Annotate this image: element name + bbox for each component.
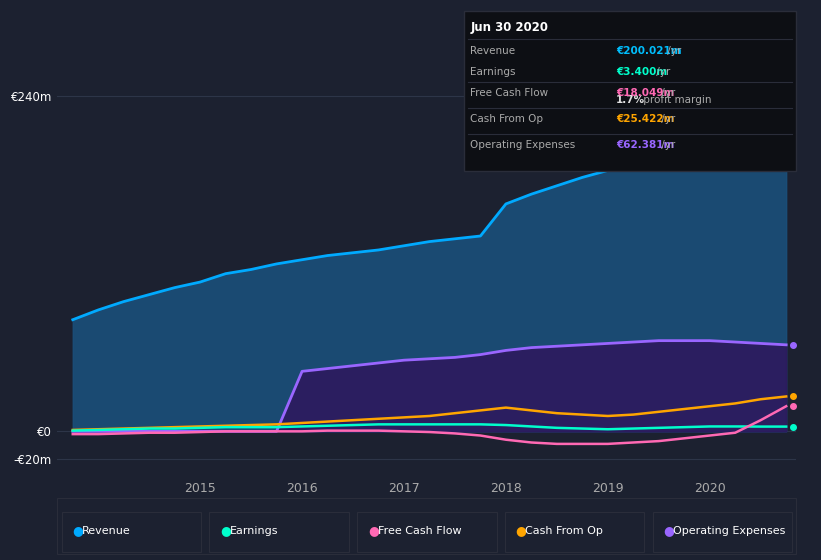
Text: Operating Expenses: Operating Expenses	[673, 526, 786, 536]
Text: Earnings: Earnings	[230, 526, 278, 536]
Text: Cash From Op: Cash From Op	[525, 526, 603, 536]
Text: /yr: /yr	[658, 114, 676, 124]
Text: €25.422m: €25.422m	[616, 114, 674, 124]
Text: Jun 30 2020: Jun 30 2020	[470, 21, 548, 34]
Text: Operating Expenses: Operating Expenses	[470, 140, 576, 150]
Text: €200.021m: €200.021m	[616, 46, 681, 56]
Text: /yr: /yr	[658, 88, 676, 99]
Text: 1.7%: 1.7%	[616, 95, 644, 105]
Text: /yr: /yr	[658, 140, 676, 150]
Text: €62.381m: €62.381m	[616, 140, 674, 150]
Text: €3.400m: €3.400m	[616, 67, 667, 77]
Text: ●: ●	[72, 524, 83, 538]
Text: Revenue: Revenue	[82, 526, 131, 536]
Text: ●: ●	[663, 524, 674, 538]
Text: profit margin: profit margin	[640, 95, 712, 105]
Text: /yr: /yr	[664, 46, 681, 56]
Text: Free Cash Flow: Free Cash Flow	[470, 88, 548, 99]
Text: Cash From Op: Cash From Op	[470, 114, 544, 124]
Text: Earnings: Earnings	[470, 67, 516, 77]
Text: Revenue: Revenue	[470, 46, 516, 56]
Text: €18.049m: €18.049m	[616, 88, 674, 99]
Text: Free Cash Flow: Free Cash Flow	[378, 526, 461, 536]
Text: ●: ●	[220, 524, 231, 538]
Text: ●: ●	[368, 524, 378, 538]
Text: /yr: /yr	[654, 67, 671, 77]
Text: ●: ●	[516, 524, 526, 538]
